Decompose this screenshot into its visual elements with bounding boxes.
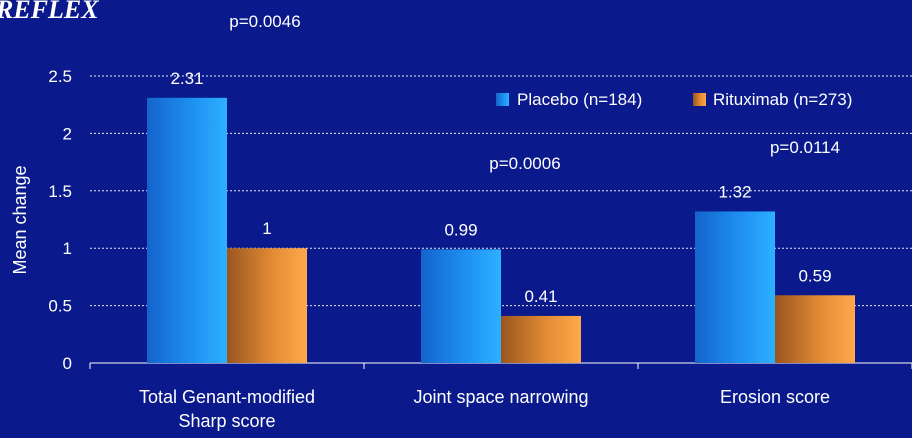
p-value-annotation: p=0.0006 (489, 154, 560, 173)
data-label-rituximab: 1 (262, 219, 271, 238)
data-label-rituximab: 0.59 (798, 266, 831, 285)
data-label-rituximab: 0.41 (524, 287, 557, 306)
x-category-label: Total Genant-modified (139, 387, 315, 407)
y-tick-label: 1.5 (48, 182, 72, 201)
legend-swatch-rituximab (693, 93, 706, 106)
y-tick-label: 0.5 (48, 297, 72, 316)
y-tick-label: 1 (63, 239, 72, 258)
data-label-placebo: 0.99 (444, 220, 477, 239)
y-axis-label: Mean change (10, 165, 30, 274)
y-tick-label: 0 (63, 354, 72, 373)
data-label-placebo: 1.32 (718, 182, 751, 201)
legend-label-placebo: Placebo (n=184) (517, 90, 642, 109)
legend-label-rituximab: Rituximab (n=273) (713, 90, 852, 109)
y-tick-label: 2.5 (48, 67, 72, 86)
bar-rituximab (775, 295, 855, 363)
bar-placebo (695, 211, 775, 363)
x-category-label: Joint space narrowing (413, 387, 588, 407)
bar-placebo (421, 249, 501, 363)
x-category-label: Sharp score (178, 411, 275, 431)
p-value-annotation: p=0.0114 (770, 138, 840, 157)
p-value-annotation: p=0.0046 (229, 12, 300, 31)
chart-title: REFLEX (0, 0, 99, 24)
legend-swatch-placebo (496, 93, 509, 106)
x-category-label: Erosion score (720, 387, 830, 407)
data-label-placebo: 2.31 (170, 69, 203, 88)
bar-rituximab (501, 315, 581, 363)
bar-rituximab (227, 248, 307, 363)
bar-placebo (147, 97, 227, 363)
y-tick-label: 2 (63, 124, 72, 143)
